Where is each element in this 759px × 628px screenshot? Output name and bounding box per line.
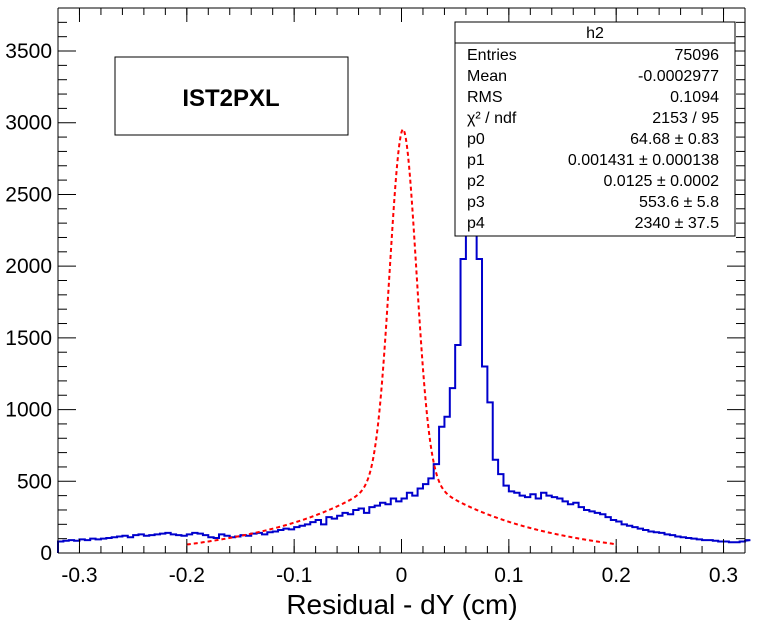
stats-row-value: 0.1094 <box>670 89 719 106</box>
x-tick-label: -0.3 <box>61 564 97 587</box>
stats-row-name: p4 <box>467 215 485 232</box>
stats-row-value: 0.001431 ± 0.000138 <box>568 152 719 169</box>
stats-row-name: χ² / ndf <box>467 110 517 127</box>
label-box-text: IST2PXL <box>182 85 279 112</box>
stats-row-value: -0.0002977 <box>638 68 719 85</box>
y-tick-label: 1000 <box>5 399 52 422</box>
label-box: IST2PXL <box>114 56 349 136</box>
y-tick-label: 500 <box>17 470 52 493</box>
histogram-line <box>57 28 751 553</box>
y-tick-label: 2000 <box>5 255 52 278</box>
x-axis-title: Residual - dY (cm) <box>286 589 517 620</box>
y-tick-label: 2500 <box>5 183 52 206</box>
stats-box-frame <box>454 21 736 237</box>
y-tick-label: 3500 <box>5 40 52 63</box>
stats-row-name: Entries <box>467 47 517 64</box>
stats-row-name: p0 <box>467 131 485 148</box>
stats-row-value: 553.6 ± 5.8 <box>639 194 719 211</box>
x-tick-label: -0.2 <box>169 564 205 587</box>
stats-box: h2 Entries 75096 Mean -0.0002977 RMS 0.1094 χ²… <box>454 21 736 237</box>
stats-row-name: Mean <box>467 68 507 85</box>
x-tick-label: 0.1 <box>494 564 523 587</box>
fit-layer <box>186 128 617 546</box>
x-tick-label: -0.1 <box>276 564 312 587</box>
label-box-frame <box>114 56 349 136</box>
stats-row-value: 64.68 ± 0.83 <box>630 131 719 148</box>
stats-row-name: p2 <box>467 173 485 190</box>
y-tick-label: 3000 <box>5 112 52 135</box>
stats-row-name: p3 <box>467 194 485 211</box>
ticks-layer: -0.3 -0.2 -0.1 0 0.1 0.2 0.3 0 500 1000 1500 2000 25… <box>5 8 746 587</box>
y-tick-label: 0 <box>40 542 52 565</box>
stats-row-name: RMS <box>467 89 503 106</box>
stats-row-value: 2340 ± 37.5 <box>635 215 720 232</box>
x-tick-label: 0.2 <box>602 564 631 587</box>
stats-row-value: 0.0125 ± 0.0002 <box>603 173 719 190</box>
y-tick-label: 1500 <box>5 327 52 350</box>
stats-row-name: p1 <box>467 152 485 169</box>
stats-row-value: 2153 / 95 <box>652 110 719 127</box>
histogram-layer <box>57 28 751 553</box>
x-tick-label: 0.3 <box>709 564 738 587</box>
stats-rows: Entries 75096 Mean -0.0002977 RMS 0.1094 χ² / … <box>467 47 719 232</box>
x-tick-label: 0 <box>396 564 408 587</box>
stats-box-title: h2 <box>586 25 604 42</box>
stats-row-value: 75096 <box>675 47 720 64</box>
fit-curve <box>186 128 617 546</box>
